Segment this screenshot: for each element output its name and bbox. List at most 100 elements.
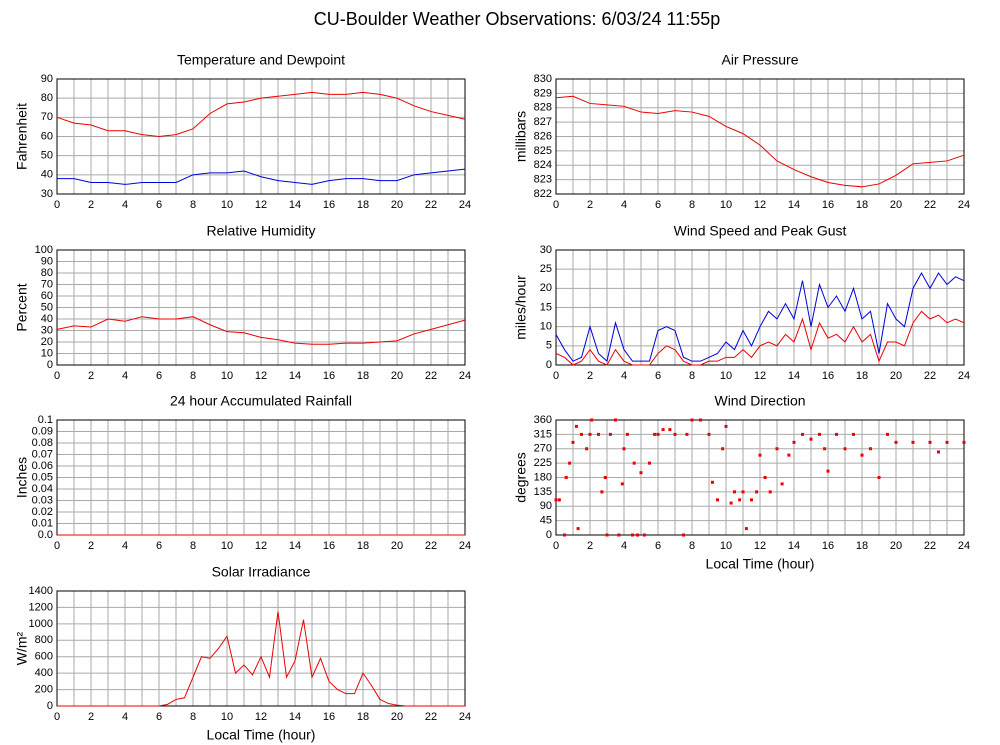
- y-tick-label: 70: [41, 278, 53, 290]
- y-tick-label: 0.07: [32, 448, 53, 460]
- y-tick-label: 90: [540, 500, 552, 512]
- x-tick-label: 18: [357, 711, 369, 723]
- x-tick-label: 10: [221, 199, 233, 211]
- x-tick-label: 4: [621, 370, 627, 382]
- y-tick-label: 1400: [29, 585, 53, 597]
- x-tick-label: 6: [156, 199, 162, 211]
- y-tick-label: 270: [534, 443, 552, 455]
- panel-title: Wind Direction: [714, 393, 805, 409]
- x-tick-label: 10: [720, 199, 732, 211]
- x-tick-label: 12: [255, 711, 267, 723]
- y-tick-label: 80: [41, 92, 53, 104]
- x-tick-label: 0: [553, 199, 559, 211]
- x-tick-label: 20: [890, 370, 902, 382]
- x-axis-label: Local Time (hour): [706, 556, 815, 572]
- data-point: [585, 447, 589, 451]
- y-tick-label: 830: [534, 73, 552, 85]
- y-tick-label: 0: [47, 359, 53, 371]
- data-point: [716, 498, 719, 502]
- panel-title: 24 hour Accumulated Rainfall: [170, 393, 352, 409]
- y-tick-label: 825: [534, 145, 552, 157]
- x-tick-label: 8: [190, 540, 196, 552]
- data-point: [894, 440, 898, 444]
- x-tick-label: 0: [54, 199, 60, 211]
- x-tick-label: 8: [689, 199, 695, 211]
- y-tick-label: 30: [540, 244, 552, 256]
- x-tick-label: 10: [720, 540, 732, 552]
- data-point: [792, 440, 796, 444]
- data-point: [775, 447, 779, 451]
- y-tick-label: 360: [534, 414, 552, 426]
- y-tick-label: 827: [534, 116, 552, 128]
- panel: Temperature and DewpointFahrenheit304050…: [14, 52, 471, 211]
- y-tick-label: 30: [41, 324, 53, 336]
- x-tick-label: 16: [323, 711, 335, 723]
- plot-frame: [56, 249, 466, 366]
- data-point: [911, 440, 915, 444]
- x-tick-label: 12: [754, 370, 766, 382]
- y-tick-label: 10: [540, 321, 552, 333]
- x-tick-label: 2: [88, 711, 94, 723]
- data-point: [729, 501, 733, 505]
- x-tick-label: 18: [357, 199, 369, 211]
- x-tick-label: 12: [255, 540, 267, 552]
- y-tick-label: 20: [41, 336, 53, 348]
- x-tick-label: 8: [689, 540, 695, 552]
- data-point: [636, 533, 640, 537]
- y-tick-label: 40: [41, 169, 53, 181]
- data-point: [673, 432, 677, 436]
- x-tick-label: 8: [190, 370, 196, 382]
- data-point: [843, 447, 847, 451]
- x-tick-label: 20: [391, 370, 403, 382]
- x-tick-label: 22: [425, 199, 437, 211]
- y-tick-label: 600: [35, 651, 53, 663]
- x-tick-label: 14: [788, 199, 800, 211]
- plot-frame: [56, 590, 466, 707]
- x-axis-label: Local Time (hour): [207, 727, 316, 743]
- x-tick-label: 20: [890, 199, 902, 211]
- data-point: [826, 469, 830, 473]
- plot-frame: [555, 419, 965, 536]
- data-point: [738, 498, 742, 502]
- data-point: [597, 432, 600, 436]
- x-tick-label: 10: [221, 370, 233, 382]
- data-point: [625, 432, 629, 436]
- y-tick-label: 0: [546, 529, 552, 541]
- data-point: [758, 453, 762, 457]
- plot-frame: [555, 249, 965, 366]
- y-tick-label: 0.02: [32, 506, 53, 518]
- y-tick-label: 0.03: [32, 494, 53, 506]
- x-tick-label: 8: [190, 711, 196, 723]
- y-tick-label: 400: [35, 667, 53, 679]
- x-tick-label: 0: [553, 540, 559, 552]
- y-tick-label: 0.05: [32, 471, 53, 483]
- x-tick-label: 4: [621, 540, 627, 552]
- x-tick-label: 10: [221, 711, 233, 723]
- panel-title: Solar Irradiance: [212, 564, 311, 580]
- x-tick-label: 24: [958, 199, 970, 211]
- x-tick-label: 14: [788, 540, 800, 552]
- y-tick-label: 0.0: [38, 529, 53, 541]
- data-point: [721, 447, 725, 451]
- x-tick-label: 18: [856, 370, 868, 382]
- x-tick-label: 20: [890, 540, 902, 552]
- panel: Relative HumidityPercent0102030405060708…: [14, 223, 471, 382]
- y-tick-label: 0.08: [32, 437, 53, 449]
- x-tick-label: 6: [655, 540, 661, 552]
- y-tick-label: 90: [41, 73, 53, 85]
- x-tick-label: 24: [459, 370, 471, 382]
- data-point: [685, 432, 689, 436]
- y-tick-label: 135: [534, 486, 552, 498]
- y-tick-label: 100: [35, 244, 53, 256]
- data-line: [555, 95, 965, 188]
- x-tick-label: 0: [54, 370, 60, 382]
- data-point: [563, 533, 566, 537]
- y-tick-label: 30: [41, 188, 53, 200]
- data-point: [653, 432, 657, 436]
- y-tick-label: 15: [540, 301, 552, 313]
- data-point: [661, 428, 665, 432]
- x-tick-label: 24: [459, 540, 471, 552]
- y-axis-label: Fahrenheit: [14, 103, 30, 170]
- y-tick-label: 822: [534, 188, 552, 200]
